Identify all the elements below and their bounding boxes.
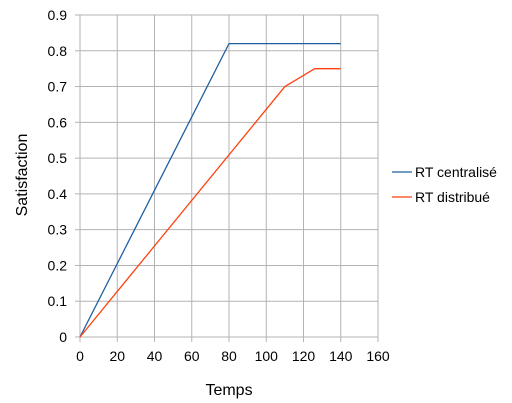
x-tick-label: 120	[292, 348, 316, 364]
x-axis-title: Temps	[205, 382, 252, 399]
plot-frame	[79, 14, 379, 338]
x-tick-label: 100	[255, 348, 279, 364]
x-tick-label: 60	[184, 348, 200, 364]
y-tick-label: 0.6	[48, 114, 68, 130]
x-tick-labels: 0 20 40 60 80 100 120 140 160	[76, 348, 390, 364]
y-axis-title: Satisfaction	[14, 134, 31, 217]
y-tick-label: 0.2	[48, 257, 68, 273]
y-tick-label: 0.8	[48, 43, 68, 59]
x-tick-label: 40	[147, 348, 163, 364]
y-tick-label: 0.1	[48, 293, 68, 309]
y-tick-labels: 0 0.1 0.2 0.3 0.4 0.5 0.6 0.7 0.8 0.9	[48, 7, 68, 345]
x-tick-label: 80	[221, 348, 237, 364]
y-tick-label: 0.5	[48, 150, 68, 166]
series-lines	[79, 42, 341, 338]
x-tick-label: 140	[329, 348, 353, 364]
y-tick-label: 0.7	[48, 79, 68, 95]
axes	[75, 14, 379, 342]
y-tick-label: 0	[59, 329, 67, 345]
x-tick-label: 160	[366, 348, 390, 364]
legend-label: RT centralisé	[415, 164, 497, 180]
grid	[79, 14, 379, 338]
x-tick-label: 0	[76, 348, 84, 364]
y-tick-label: 0.3	[48, 222, 68, 238]
series-line	[79, 68, 341, 338]
y-tick-label: 0.4	[48, 186, 68, 202]
y-tick-label: 0.9	[48, 7, 68, 23]
x-tick-label: 20	[109, 348, 125, 364]
legend: RT centralisé RT distribué	[392, 164, 497, 205]
legend-label: RT distribué	[415, 189, 490, 205]
series-line	[79, 42, 341, 338]
